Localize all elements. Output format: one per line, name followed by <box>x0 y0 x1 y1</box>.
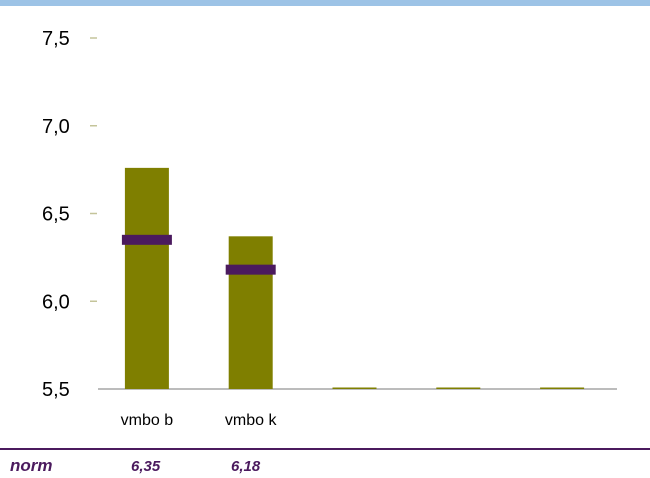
norm-divider <box>0 448 650 450</box>
bar-chart: 5,5 6,0 6,5 7,0 7,5 vmbo b vmbo k <box>42 28 617 429</box>
bar <box>332 387 377 389</box>
y-tick-label: 7,5 <box>42 28 70 50</box>
norm-marker <box>225 264 276 275</box>
x-category-label: vmbo k <box>225 412 278 429</box>
norm-row: norm 6,35 6,18 <box>0 448 650 478</box>
bar <box>228 236 273 389</box>
norm-value-vmbo-b: 6,35 <box>131 458 161 475</box>
y-tick-label: 6,0 <box>42 291 70 313</box>
y-tick-label: 5,5 <box>42 379 70 401</box>
bar <box>124 167 169 389</box>
norm-value-vmbo-k: 6,18 <box>231 458 261 475</box>
top-accent-bar <box>0 0 650 6</box>
y-tick-label: 6,5 <box>42 204 70 226</box>
bar <box>436 387 481 389</box>
bar <box>540 387 585 389</box>
norm-label: norm <box>10 456 53 475</box>
norm-marker <box>121 234 172 245</box>
x-category-label: vmbo b <box>121 412 174 429</box>
y-tick-label: 7,0 <box>42 116 70 138</box>
